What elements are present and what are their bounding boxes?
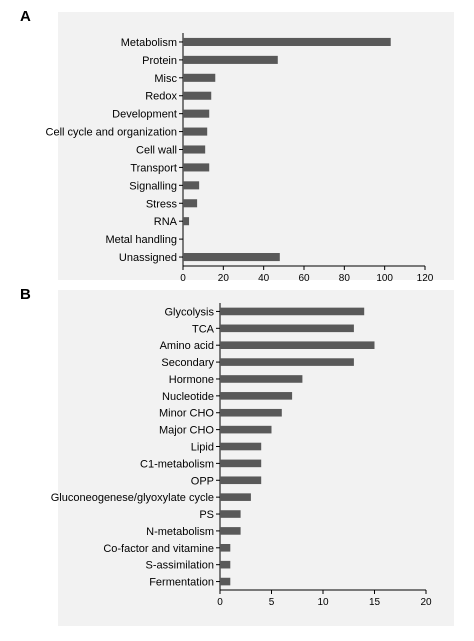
bar [220, 375, 303, 383]
bar [183, 145, 206, 154]
bar [220, 358, 354, 366]
x-tick-label: 15 [369, 597, 381, 608]
x-tick-label: 40 [258, 273, 270, 284]
bar [183, 181, 200, 190]
bar [183, 199, 198, 208]
category-label: Co-factor and vitamine [103, 543, 214, 555]
x-tick-label: 60 [298, 273, 310, 284]
bar [220, 425, 272, 434]
category-label: Signalling [129, 180, 177, 192]
x-tick-label: 10 [317, 597, 329, 608]
category-label: Redox [145, 91, 177, 103]
bar [220, 408, 282, 417]
category-label: Metabolism [121, 37, 177, 49]
bar [220, 341, 375, 350]
category-label: PS [199, 509, 214, 521]
bar [220, 493, 251, 501]
category-label: OPP [191, 475, 214, 487]
bar [220, 307, 365, 316]
category-label: Misc [154, 73, 177, 85]
bar [183, 163, 210, 172]
bar [220, 442, 262, 451]
bar [220, 560, 231, 569]
category-label: TCA [192, 323, 215, 335]
x-tick-label: 0 [217, 597, 223, 608]
category-label: N-metabolism [146, 526, 214, 538]
x-tick-label: 100 [376, 273, 393, 284]
category-label: Cell cycle and organization [46, 127, 177, 139]
bar [183, 73, 216, 82]
category-label: Secondary [161, 357, 214, 369]
x-tick-label: 80 [339, 273, 351, 284]
category-label: Amino acid [160, 340, 214, 352]
x-tick-label: 0 [180, 273, 186, 284]
category-label: Hormone [169, 374, 214, 386]
category-label: Lipid [191, 442, 214, 454]
bar [220, 459, 262, 468]
category-label: RNA [154, 216, 178, 228]
x-tick-label: 20 [420, 597, 432, 608]
category-label: Fermentation [149, 577, 214, 589]
bar [183, 55, 278, 64]
x-tick-label: 120 [417, 273, 434, 284]
bar [220, 392, 293, 400]
category-label: Unassigned [119, 252, 177, 264]
bar [220, 527, 241, 535]
panel-b: B Glycolysis TCA Amino acid Secondary Hormon… [20, 286, 454, 626]
category-label: Protein [142, 55, 177, 67]
bar [183, 217, 190, 226]
bar [220, 510, 241, 518]
x-tick-label: 20 [218, 273, 230, 284]
category-label: Transport [130, 162, 177, 174]
chart-a: Metabolism Protein Misc Redox Development Cel… [46, 33, 434, 284]
panel-b-letter: B [20, 286, 31, 303]
bar [220, 324, 354, 333]
category-label: Development [112, 109, 177, 121]
category-label: Nucleotide [162, 391, 214, 403]
category-label: C1-metabolism [140, 458, 214, 470]
category-label: Stress [146, 198, 178, 210]
bar [220, 543, 231, 552]
category-label: Cell wall [136, 145, 177, 157]
category-label: Major CHO [159, 425, 214, 437]
chart-b: Glycolysis TCA Amino acid Secondary Hormone N… [51, 303, 432, 608]
bar [183, 127, 208, 136]
category-label: Metal handling [105, 234, 177, 246]
category-label: Glycolysis [164, 306, 214, 318]
bar [220, 476, 262, 485]
panel-a-letter: A [20, 8, 31, 25]
bar [183, 91, 212, 100]
bar [183, 109, 210, 118]
bar [183, 253, 280, 262]
x-tick-label: 5 [269, 597, 275, 608]
bar [220, 577, 231, 586]
category-label: Minor CHO [159, 408, 214, 420]
bar [183, 37, 391, 46]
category-label: Gluconeogenese/glyoxylate cycle [51, 492, 214, 504]
category-label: S-assimilation [146, 560, 214, 572]
panel-a: A Metabolism Protein Misc Redox Development C… [20, 8, 454, 284]
